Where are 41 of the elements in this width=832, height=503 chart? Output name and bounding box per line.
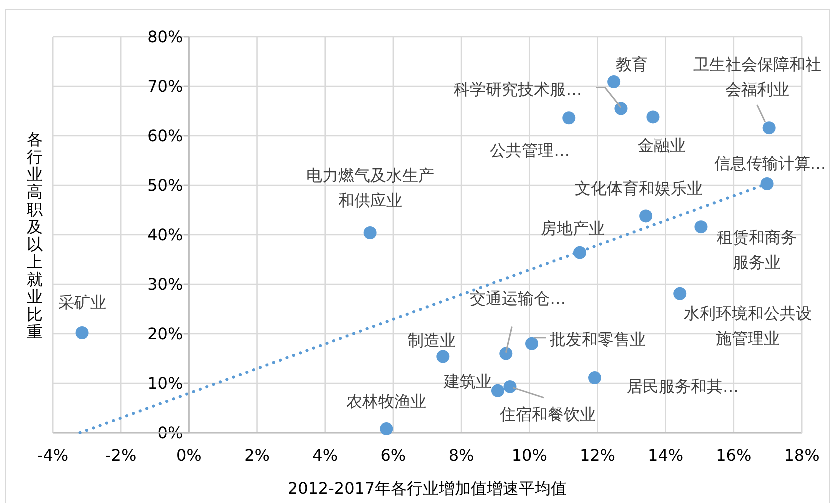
annotation: 建筑业 <box>442 371 492 390</box>
x-tick-label: 0% <box>176 446 202 465</box>
x-tick-label: 4% <box>312 446 338 465</box>
annotation: 科学研究技术服… <box>454 79 582 98</box>
x-axis-title: 2012-2017年各行业增加值增速平均值 <box>288 479 568 498</box>
annotation: 公共管理… <box>490 140 570 160</box>
annotation: 金融业 <box>638 136 686 155</box>
annotation: 农林牧渔业 <box>346 392 427 411</box>
x-tick-label: 14% <box>648 446 684 465</box>
annotation: 卫生社会保障和社会福利业 <box>693 54 822 99</box>
x-tick-label: 6% <box>380 446 406 465</box>
x-tick-label: 8% <box>448 446 474 465</box>
y-tick-label: 50% <box>148 176 184 195</box>
annotation: 租赁和商务服务业 <box>717 228 798 272</box>
x-tick-label: -2% <box>106 446 137 465</box>
annotation: 水利环境和公共设施管理业 <box>684 303 812 348</box>
x-tick-label: 12% <box>580 446 616 465</box>
annotation: 文化体育和娱乐业 <box>575 178 704 198</box>
x-tick-label: -4% <box>37 446 69 465</box>
y-tick-label: 80% <box>148 28 184 46</box>
x-tick-label: 2% <box>244 446 270 465</box>
annotation: 采矿业 <box>58 292 106 312</box>
y-tick-label: 20% <box>148 324 184 344</box>
x-tick-label: 10% <box>512 446 548 465</box>
annotation: 教育 <box>616 54 648 74</box>
annotation: 交通运输仓… <box>470 288 566 308</box>
x-tick-label: 18% <box>784 446 820 465</box>
x-tick-label: 16% <box>716 446 752 465</box>
annotation: 批发和零售业 <box>550 329 646 348</box>
annotation: 电力燃气及水生产和供应业 <box>306 166 434 210</box>
annotation: 居民服务和其… <box>627 376 740 396</box>
annotation: 房地产业 <box>541 218 606 238</box>
y-tick-label: 40% <box>148 226 184 244</box>
text: 各行业高职及以上就业比重 <box>27 129 43 341</box>
annotation: 住宿和餐饮业 <box>499 404 596 424</box>
annotation: 信息传输计算… <box>714 154 826 173</box>
y-tick-label: 30% <box>148 275 184 294</box>
y-tick-label: 70% <box>148 77 184 96</box>
y-tick-label: 10% <box>148 374 184 393</box>
annotation: 制造业 <box>408 330 456 350</box>
y-tick-label: 60% <box>148 126 184 146</box>
